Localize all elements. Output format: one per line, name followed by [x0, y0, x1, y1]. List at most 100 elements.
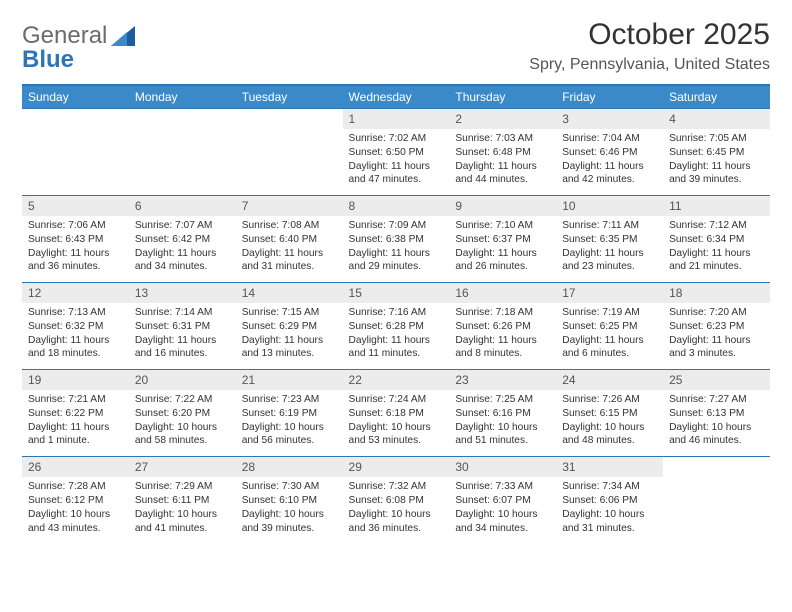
calendar-day-cell: 20Sunrise: 7:22 AMSunset: 6:20 PMDayligh…	[129, 370, 236, 457]
calendar-day-cell: 30Sunrise: 7:33 AMSunset: 6:07 PMDayligh…	[449, 457, 556, 544]
day-body: Sunrise: 7:08 AMSunset: 6:40 PMDaylight:…	[236, 216, 343, 282]
day-number: 31	[556, 457, 663, 477]
daylight-text: Daylight: 11 hours and 11 minutes.	[349, 334, 444, 362]
sunrise-text: Sunrise: 7:22 AM	[135, 393, 230, 407]
calendar-day-cell: 4Sunrise: 7:05 AMSunset: 6:45 PMDaylight…	[663, 109, 770, 196]
daylight-text: Daylight: 11 hours and 34 minutes.	[135, 247, 230, 275]
sunset-text: Sunset: 6:18 PM	[349, 407, 444, 421]
brand-sail-icon	[109, 24, 137, 55]
sunset-text: Sunset: 6:42 PM	[135, 233, 230, 247]
calendar-day-cell: 28Sunrise: 7:30 AMSunset: 6:10 PMDayligh…	[236, 457, 343, 544]
day-body	[663, 463, 770, 525]
calendar-day-cell: 11Sunrise: 7:12 AMSunset: 6:34 PMDayligh…	[663, 196, 770, 283]
calendar-day-cell: 8Sunrise: 7:09 AMSunset: 6:38 PMDaylight…	[343, 196, 450, 283]
day-number: 20	[129, 370, 236, 390]
day-body: Sunrise: 7:16 AMSunset: 6:28 PMDaylight:…	[343, 303, 450, 369]
day-number: 6	[129, 196, 236, 216]
day-body: Sunrise: 7:32 AMSunset: 6:08 PMDaylight:…	[343, 477, 450, 543]
brand-line2: Blue	[22, 48, 107, 72]
sunset-text: Sunset: 6:16 PM	[455, 407, 550, 421]
sunrise-text: Sunrise: 7:10 AM	[455, 219, 550, 233]
day-number: 24	[556, 370, 663, 390]
day-number: 13	[129, 283, 236, 303]
daylight-text: Daylight: 10 hours and 43 minutes.	[28, 508, 123, 536]
calendar-day-cell	[22, 109, 129, 196]
sunrise-text: Sunrise: 7:06 AM	[28, 219, 123, 233]
day-body: Sunrise: 7:20 AMSunset: 6:23 PMDaylight:…	[663, 303, 770, 369]
calendar-day-cell: 27Sunrise: 7:29 AMSunset: 6:11 PMDayligh…	[129, 457, 236, 544]
sunset-text: Sunset: 6:12 PM	[28, 494, 123, 508]
day-number: 28	[236, 457, 343, 477]
sunset-text: Sunset: 6:40 PM	[242, 233, 337, 247]
day-number: 9	[449, 196, 556, 216]
sunrise-text: Sunrise: 7:12 AM	[669, 219, 764, 233]
day-body: Sunrise: 7:27 AMSunset: 6:13 PMDaylight:…	[663, 390, 770, 456]
day-number: 21	[236, 370, 343, 390]
day-body: Sunrise: 7:24 AMSunset: 6:18 PMDaylight:…	[343, 390, 450, 456]
sunset-text: Sunset: 6:32 PM	[28, 320, 123, 334]
daylight-text: Daylight: 10 hours and 58 minutes.	[135, 421, 230, 449]
calendar-day-cell	[663, 457, 770, 544]
sunrise-text: Sunrise: 7:27 AM	[669, 393, 764, 407]
daylight-text: Daylight: 11 hours and 29 minutes.	[349, 247, 444, 275]
calendar-day-cell: 16Sunrise: 7:18 AMSunset: 6:26 PMDayligh…	[449, 283, 556, 370]
sunrise-text: Sunrise: 7:20 AM	[669, 306, 764, 320]
calendar-day-cell: 24Sunrise: 7:26 AMSunset: 6:15 PMDayligh…	[556, 370, 663, 457]
day-body: Sunrise: 7:21 AMSunset: 6:22 PMDaylight:…	[22, 390, 129, 456]
calendar-table: Sunday Monday Tuesday Wednesday Thursday…	[22, 84, 770, 543]
daylight-text: Daylight: 11 hours and 42 minutes.	[562, 160, 657, 188]
day-number: 18	[663, 283, 770, 303]
sunset-text: Sunset: 6:29 PM	[242, 320, 337, 334]
sunrise-text: Sunrise: 7:05 AM	[669, 132, 764, 146]
sunrise-text: Sunrise: 7:26 AM	[562, 393, 657, 407]
sunrise-text: Sunrise: 7:33 AM	[455, 480, 550, 494]
daylight-text: Daylight: 11 hours and 1 minute.	[28, 421, 123, 449]
day-number: 11	[663, 196, 770, 216]
calendar-day-cell: 21Sunrise: 7:23 AMSunset: 6:19 PMDayligh…	[236, 370, 343, 457]
sunset-text: Sunset: 6:37 PM	[455, 233, 550, 247]
weekday-header: Wednesday	[343, 85, 450, 109]
sunrise-text: Sunrise: 7:28 AM	[28, 480, 123, 494]
day-body: Sunrise: 7:03 AMSunset: 6:48 PMDaylight:…	[449, 129, 556, 195]
sunset-text: Sunset: 6:28 PM	[349, 320, 444, 334]
daylight-text: Daylight: 11 hours and 6 minutes.	[562, 334, 657, 362]
sunset-text: Sunset: 6:25 PM	[562, 320, 657, 334]
calendar-day-cell: 22Sunrise: 7:24 AMSunset: 6:18 PMDayligh…	[343, 370, 450, 457]
calendar-day-cell: 25Sunrise: 7:27 AMSunset: 6:13 PMDayligh…	[663, 370, 770, 457]
daylight-text: Daylight: 11 hours and 39 minutes.	[669, 160, 764, 188]
sunrise-text: Sunrise: 7:34 AM	[562, 480, 657, 494]
day-body: Sunrise: 7:33 AMSunset: 6:07 PMDaylight:…	[449, 477, 556, 543]
sunset-text: Sunset: 6:07 PM	[455, 494, 550, 508]
sunset-text: Sunset: 6:38 PM	[349, 233, 444, 247]
daylight-text: Daylight: 10 hours and 39 minutes.	[242, 508, 337, 536]
day-body: Sunrise: 7:10 AMSunset: 6:37 PMDaylight:…	[449, 216, 556, 282]
daylight-text: Daylight: 10 hours and 53 minutes.	[349, 421, 444, 449]
day-number: 25	[663, 370, 770, 390]
sunrise-text: Sunrise: 7:19 AM	[562, 306, 657, 320]
calendar-day-cell: 31Sunrise: 7:34 AMSunset: 6:06 PMDayligh…	[556, 457, 663, 544]
calendar-day-cell: 5Sunrise: 7:06 AMSunset: 6:43 PMDaylight…	[22, 196, 129, 283]
day-body: Sunrise: 7:11 AMSunset: 6:35 PMDaylight:…	[556, 216, 663, 282]
day-number: 16	[449, 283, 556, 303]
day-number: 5	[22, 196, 129, 216]
daylight-text: Daylight: 10 hours and 41 minutes.	[135, 508, 230, 536]
day-body: Sunrise: 7:12 AMSunset: 6:34 PMDaylight:…	[663, 216, 770, 282]
day-number: 15	[343, 283, 450, 303]
day-body: Sunrise: 7:25 AMSunset: 6:16 PMDaylight:…	[449, 390, 556, 456]
day-number: 3	[556, 109, 663, 129]
calendar-week-row: 26Sunrise: 7:28 AMSunset: 6:12 PMDayligh…	[22, 457, 770, 544]
sunrise-text: Sunrise: 7:30 AM	[242, 480, 337, 494]
sunset-text: Sunset: 6:19 PM	[242, 407, 337, 421]
sunrise-text: Sunrise: 7:11 AM	[562, 219, 657, 233]
daylight-text: Daylight: 10 hours and 36 minutes.	[349, 508, 444, 536]
daylight-text: Daylight: 11 hours and 26 minutes.	[455, 247, 550, 275]
day-number: 17	[556, 283, 663, 303]
day-number: 7	[236, 196, 343, 216]
sunrise-text: Sunrise: 7:25 AM	[455, 393, 550, 407]
sunset-text: Sunset: 6:22 PM	[28, 407, 123, 421]
day-body: Sunrise: 7:13 AMSunset: 6:32 PMDaylight:…	[22, 303, 129, 369]
weekday-header: Tuesday	[236, 85, 343, 109]
daylight-text: Daylight: 11 hours and 8 minutes.	[455, 334, 550, 362]
weekday-header: Thursday	[449, 85, 556, 109]
day-body: Sunrise: 7:06 AMSunset: 6:43 PMDaylight:…	[22, 216, 129, 282]
